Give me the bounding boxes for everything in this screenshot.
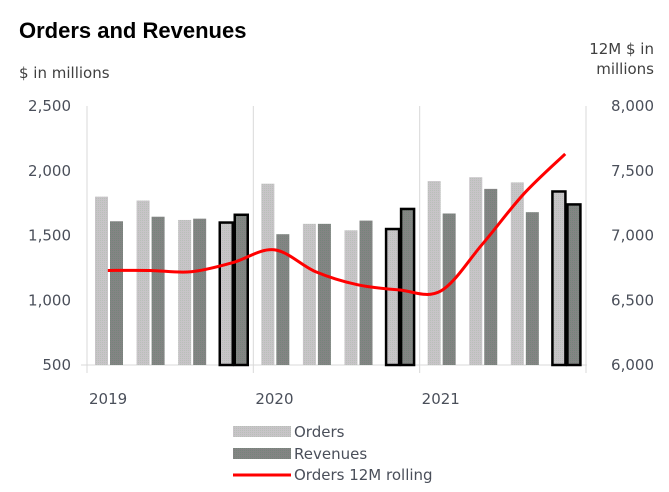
revenues-bar: [566, 203, 582, 367]
revenues-bar: [110, 221, 123, 365]
legend-revenues-swatch: [233, 448, 291, 459]
orders-bar: [551, 190, 567, 367]
right-tick-label: 8,000: [611, 97, 654, 115]
year-label: 2020: [255, 390, 293, 408]
orders-bar: [384, 227, 401, 367]
right-tick-label: 7,500: [611, 162, 654, 180]
orders-bar: [261, 183, 275, 365]
revenues-bar: [484, 188, 498, 365]
orders-bar: [344, 230, 358, 365]
right-axis-label-line1: 12M $ in: [589, 40, 654, 58]
revenues-bar: [151, 216, 165, 365]
left-tick-label: 500: [42, 356, 71, 374]
revenues-bar: [276, 234, 290, 365]
left-tick-label: 2,000: [28, 162, 71, 180]
left-tick-label: 2,500: [28, 97, 71, 115]
orders-bar: [95, 196, 108, 365]
revenues-bar: [193, 218, 207, 365]
orders-bar: [218, 221, 234, 367]
right-axis-label-line2: millions: [596, 60, 654, 78]
orders-bar: [302, 223, 316, 365]
orders-bar: [427, 181, 441, 365]
right-tick-label: 6,000: [611, 356, 654, 374]
revenues-bar: [233, 213, 249, 367]
legend-orders-label: Orders: [294, 423, 345, 441]
orders-bar: [469, 177, 483, 365]
revenues-bar: [399, 207, 416, 367]
left-tick-label: 1,000: [28, 291, 71, 309]
legend-revenues-label: Revenues: [294, 445, 367, 463]
orders-bar: [136, 200, 150, 365]
orders-12m-rolling-line: [107, 152, 567, 296]
left-axis-label: $ in millions: [19, 64, 110, 82]
legend-orders-swatch: [233, 426, 291, 437]
orders-bar: [178, 219, 192, 365]
revenues-bar: [525, 212, 539, 365]
revenues-bar: [317, 223, 331, 365]
legend-rolling-label: Orders 12M rolling: [294, 466, 433, 484]
left-tick-label: 1,500: [28, 227, 71, 245]
revenues-bar: [359, 220, 373, 365]
revenues-bar: [442, 213, 456, 365]
year-label: 2019: [89, 390, 127, 408]
orders-bar: [510, 182, 524, 365]
right-tick-label: 7,000: [611, 227, 654, 245]
chart-title: Orders and Revenues: [19, 18, 247, 43]
right-tick-label: 6,500: [611, 291, 654, 309]
year-label: 2021: [422, 390, 460, 408]
